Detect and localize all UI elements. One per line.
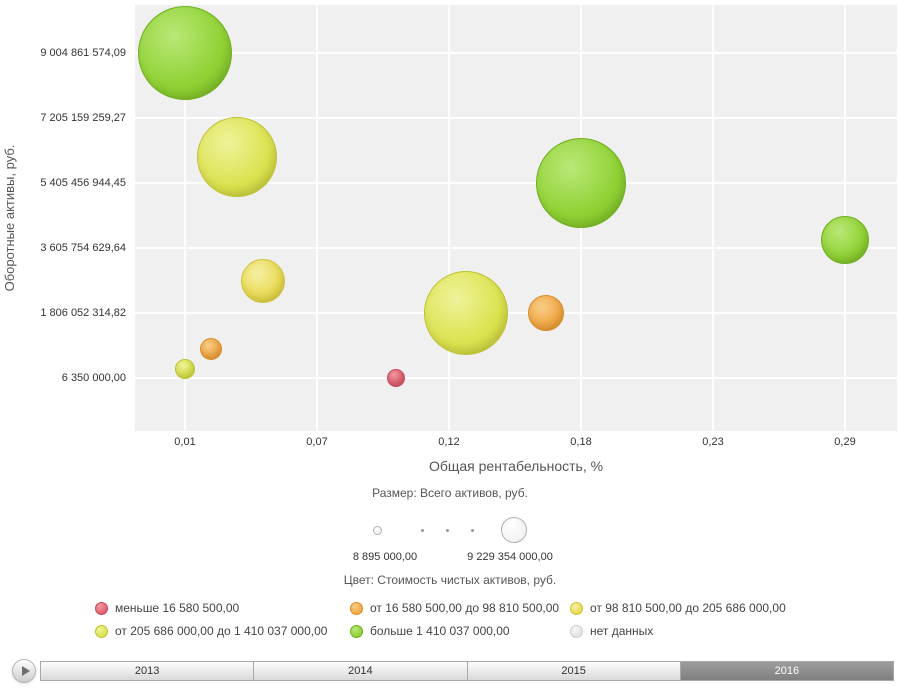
y-tick-label: 1 806 052 314,82 — [40, 307, 126, 319]
bubble[interactable] — [175, 359, 195, 380]
bubble[interactable] — [527, 295, 564, 331]
y-tick-label: 3 605 754 629,64 — [40, 242, 126, 254]
bubble[interactable] — [386, 369, 405, 387]
y-tick-label: 5 405 456 944,45 — [40, 177, 126, 189]
size-legend-title: Размер: Всего активов, руб. — [372, 486, 528, 500]
bubble[interactable] — [821, 216, 869, 265]
legend-item-label: больше 1 410 037 000,00 — [370, 624, 510, 638]
bubble[interactable] — [138, 6, 232, 100]
legend-color-dot — [95, 624, 108, 638]
x-tick-label: 0,12 — [438, 436, 460, 448]
size-scale-max-circle — [501, 517, 527, 543]
timeline-year-2013[interactable]: 2013 — [41, 662, 255, 680]
bubble[interactable] — [196, 117, 277, 198]
bubble[interactable] — [240, 259, 285, 304]
timeline: 2013 2014 2015 2016 — [0, 658, 900, 686]
y-tick-label: 7 205 159 259,27 — [40, 112, 126, 124]
size-scale-min-circle — [373, 525, 382, 535]
legend-color-dot — [95, 601, 108, 615]
gridline-horizontal — [135, 312, 897, 314]
timeline-year-2015[interactable]: 2015 — [467, 662, 681, 680]
color-legend-title: Цвет: Стоимость чистых активов, руб. — [343, 573, 557, 587]
legend-color-dot — [570, 601, 583, 615]
legend-item-label: от 16 580 500,00 до 98 810 500,00 — [370, 601, 560, 615]
legend-item-label: от 205 686 000,00 до 1 410 037 000,00 — [115, 624, 328, 638]
x-axis-title: Общая рентабельность, % — [428, 458, 604, 474]
x-tick-label: 0,07 — [306, 436, 328, 448]
x-tick-label: 0,18 — [570, 436, 592, 448]
play-icon — [21, 666, 30, 676]
legend-item-label: нет данных — [590, 624, 654, 638]
legend-color-dot — [350, 601, 363, 615]
timeline-years: 2013 2014 2015 2016 — [40, 661, 894, 681]
gridline-vertical — [316, 5, 318, 431]
bubble[interactable] — [536, 138, 626, 228]
y-tick-label: 9 004 861 574,09 — [40, 47, 126, 59]
gridline-horizontal — [135, 182, 897, 184]
legend-item[interactable]: от 98 810 500,00 до 205 686 000,00 — [570, 601, 870, 615]
legend-item[interactable]: больше 1 410 037 000,00 — [350, 624, 570, 638]
color-legend: меньше 16 580 500,00 от 16 580 500,00 до … — [95, 601, 875, 638]
size-max-label: 9 229 354 000,00 — [467, 551, 553, 563]
legend-color-dot — [350, 624, 363, 638]
x-tick-label: 0,23 — [702, 436, 724, 448]
size-scale-dot — [421, 528, 424, 532]
legend-color-dot — [570, 624, 583, 638]
x-tick-label: 0,29 — [834, 436, 856, 448]
size-min-label: 8 895 000,00 — [352, 551, 418, 563]
gridline-horizontal — [135, 52, 897, 54]
size-scale-dot — [471, 528, 474, 532]
legend-item[interactable]: от 16 580 500,00 до 98 810 500,00 — [350, 601, 570, 615]
gridline-horizontal — [135, 117, 897, 119]
gridline-vertical — [712, 5, 714, 431]
legend-item[interactable]: нет данных — [570, 624, 870, 638]
legend-item-label: от 98 810 500,00 до 205 686 000,00 — [590, 601, 786, 615]
timeline-year-2014[interactable]: 2014 — [254, 662, 468, 680]
x-tick-label: 0,01 — [174, 436, 196, 448]
legend-item[interactable]: меньше 16 580 500,00 — [95, 601, 350, 615]
gridline-horizontal — [135, 247, 897, 249]
timeline-year-2016[interactable]: 2016 — [680, 662, 893, 680]
legend-item[interactable]: от 205 686 000,00 до 1 410 037 000,00 — [95, 624, 350, 638]
gridline-vertical — [184, 5, 186, 431]
bubble[interactable] — [423, 271, 508, 355]
legend-item-label: меньше 16 580 500,00 — [115, 601, 240, 615]
y-axis-title: Оборотные активы, руб. — [2, 144, 17, 292]
size-scale-dot — [446, 528, 449, 532]
play-button[interactable] — [12, 659, 36, 683]
gridline-horizontal — [135, 377, 897, 379]
gridline-vertical — [448, 5, 450, 431]
y-tick-label: 6 350 000,00 — [61, 372, 126, 384]
bubble[interactable] — [199, 337, 222, 360]
plot-area — [135, 5, 897, 431]
size-scale — [0, 514, 900, 546]
